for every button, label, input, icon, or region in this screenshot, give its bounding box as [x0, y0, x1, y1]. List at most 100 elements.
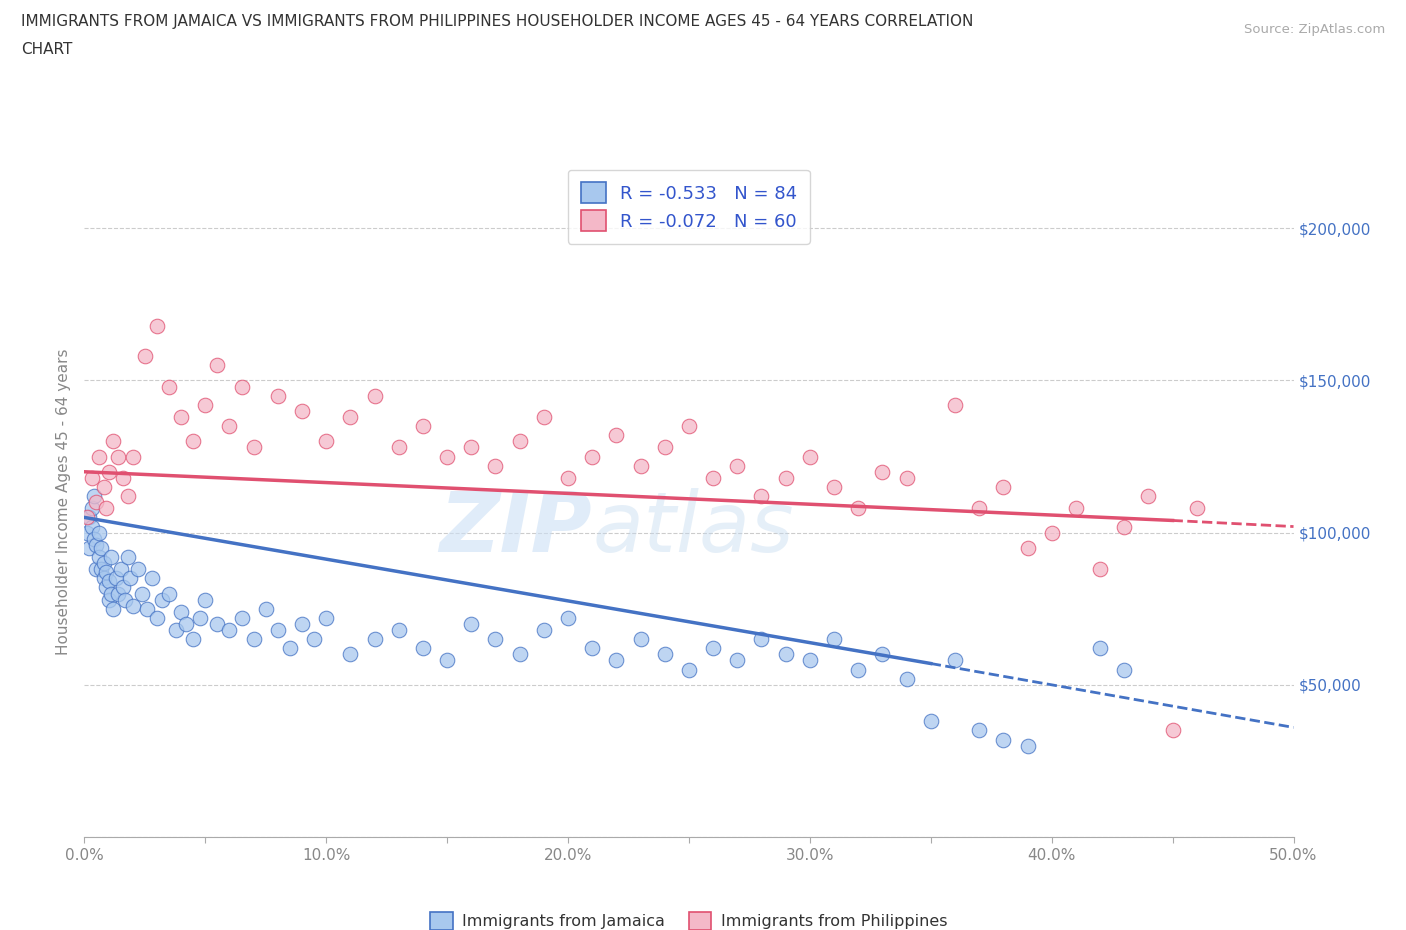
- Point: [94, 501, 117, 516]
- Point: [654, 647, 676, 662]
- Point: [254, 602, 277, 617]
- Point: [702, 471, 724, 485]
- Point: [110, 562, 132, 577]
- Point: [278, 641, 301, 656]
- Point: [339, 409, 361, 424]
- Point: [363, 388, 385, 403]
- Point: [80, 501, 103, 516]
- Point: [1064, 501, 1087, 516]
- Point: [87, 550, 110, 565]
- Point: [86, 562, 108, 577]
- Point: [751, 631, 773, 646]
- Point: [207, 617, 229, 631]
- Point: [484, 458, 506, 473]
- Point: [231, 379, 253, 394]
- Point: [242, 440, 264, 455]
- Point: [194, 397, 217, 412]
- Point: [363, 631, 385, 646]
- Point: [967, 723, 990, 737]
- Point: [194, 592, 217, 607]
- Point: [190, 610, 212, 625]
- Point: [107, 586, 129, 601]
- Point: [127, 562, 149, 577]
- Point: [87, 525, 110, 540]
- Point: [94, 565, 117, 579]
- Point: [460, 617, 482, 631]
- Point: [207, 358, 229, 373]
- Point: [131, 586, 153, 601]
- Point: [87, 449, 110, 464]
- Point: [83, 488, 105, 503]
- Text: CHART: CHART: [21, 42, 73, 57]
- Point: [170, 409, 193, 424]
- Point: [291, 404, 314, 418]
- Point: [1137, 488, 1160, 503]
- Point: [218, 622, 240, 637]
- Legend: Immigrants from Jamaica, Immigrants from Philippines: Immigrants from Jamaica, Immigrants from…: [425, 905, 953, 930]
- Point: [436, 449, 458, 464]
- Point: [97, 464, 120, 479]
- Point: [339, 647, 361, 662]
- Point: [725, 458, 748, 473]
- Y-axis label: Householder Income Ages 45 - 64 years: Householder Income Ages 45 - 64 years: [56, 349, 72, 656]
- Point: [702, 641, 724, 656]
- Point: [117, 550, 139, 565]
- Point: [146, 318, 169, 333]
- Point: [94, 580, 117, 595]
- Point: [846, 501, 869, 516]
- Point: [93, 480, 115, 495]
- Point: [872, 464, 894, 479]
- Text: atlas: atlas: [592, 488, 794, 569]
- Point: [86, 538, 108, 552]
- Point: [967, 501, 990, 516]
- Point: [846, 662, 869, 677]
- Point: [509, 647, 531, 662]
- Point: [100, 550, 122, 565]
- Point: [1114, 662, 1136, 677]
- Point: [896, 671, 918, 686]
- Point: [80, 519, 103, 534]
- Point: [557, 471, 579, 485]
- Point: [605, 653, 627, 668]
- Point: [823, 480, 845, 495]
- Point: [165, 622, 187, 637]
- Point: [146, 610, 169, 625]
- Point: [1017, 540, 1039, 555]
- Point: [141, 571, 163, 586]
- Point: [1088, 641, 1111, 656]
- Point: [103, 434, 125, 449]
- Point: [1017, 738, 1039, 753]
- Point: [1161, 723, 1184, 737]
- Point: [267, 388, 290, 403]
- Point: [460, 440, 482, 455]
- Point: [775, 647, 797, 662]
- Point: [86, 495, 108, 510]
- Point: [76, 510, 98, 525]
- Point: [267, 622, 290, 637]
- Point: [97, 574, 120, 589]
- Point: [412, 641, 434, 656]
- Point: [104, 571, 127, 586]
- Point: [1185, 501, 1208, 516]
- Point: [181, 631, 204, 646]
- Text: Source: ZipAtlas.com: Source: ZipAtlas.com: [1244, 23, 1385, 36]
- Point: [388, 622, 411, 637]
- Point: [103, 602, 125, 617]
- Point: [581, 449, 603, 464]
- Point: [93, 571, 115, 586]
- Point: [630, 458, 652, 473]
- Point: [120, 571, 142, 586]
- Point: [90, 540, 112, 555]
- Point: [484, 631, 506, 646]
- Point: [107, 449, 129, 464]
- Text: IMMIGRANTS FROM JAMAICA VS IMMIGRANTS FROM PHILIPPINES HOUSEHOLDER INCOME AGES 4: IMMIGRANTS FROM JAMAICA VS IMMIGRANTS FR…: [21, 14, 973, 29]
- Point: [231, 610, 253, 625]
- Point: [751, 488, 773, 503]
- Point: [509, 434, 531, 449]
- Point: [557, 610, 579, 625]
- Point: [943, 653, 966, 668]
- Point: [605, 428, 627, 443]
- Point: [90, 562, 112, 577]
- Point: [315, 434, 337, 449]
- Point: [134, 349, 156, 364]
